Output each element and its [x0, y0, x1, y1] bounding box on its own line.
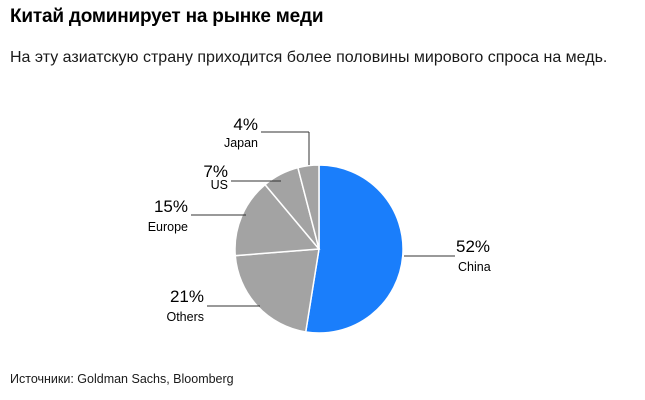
- pie-value-label-china: 52%: [456, 237, 490, 256]
- pie-value-label-us: 7%: [203, 162, 228, 181]
- chart-title: Китай доминирует на рынке меди: [10, 6, 324, 27]
- pie-category-label-europe: Europe: [148, 220, 188, 234]
- pie-slice-others: [234, 248, 320, 333]
- leader-lines: [191, 131, 455, 307]
- chart-subtitle: На эту азиатскую страну приходится более…: [10, 49, 608, 66]
- pie-category-label-japan: Japan: [224, 136, 258, 150]
- pie-slices: [234, 164, 404, 334]
- pie-slice-china: [304, 164, 404, 334]
- pie-value-label-japan: 4%: [233, 115, 258, 134]
- pie-slice-japan: [296, 164, 320, 250]
- pie-slice-europe: [234, 183, 321, 257]
- source-note: Источники: Goldman Sachs, Bloomberg: [10, 372, 234, 386]
- pie-value-label-others: 21%: [170, 287, 204, 306]
- pie-category-label-others: Others: [166, 310, 204, 324]
- pie-labels: 52% China 21% Others 15% Europe 7%US 4% Japan: [148, 115, 491, 324]
- pie-category-label-us: US: [211, 178, 228, 192]
- pie-value-label-europe: 15%: [154, 197, 188, 216]
- pie-category-label-china: China: [458, 260, 491, 274]
